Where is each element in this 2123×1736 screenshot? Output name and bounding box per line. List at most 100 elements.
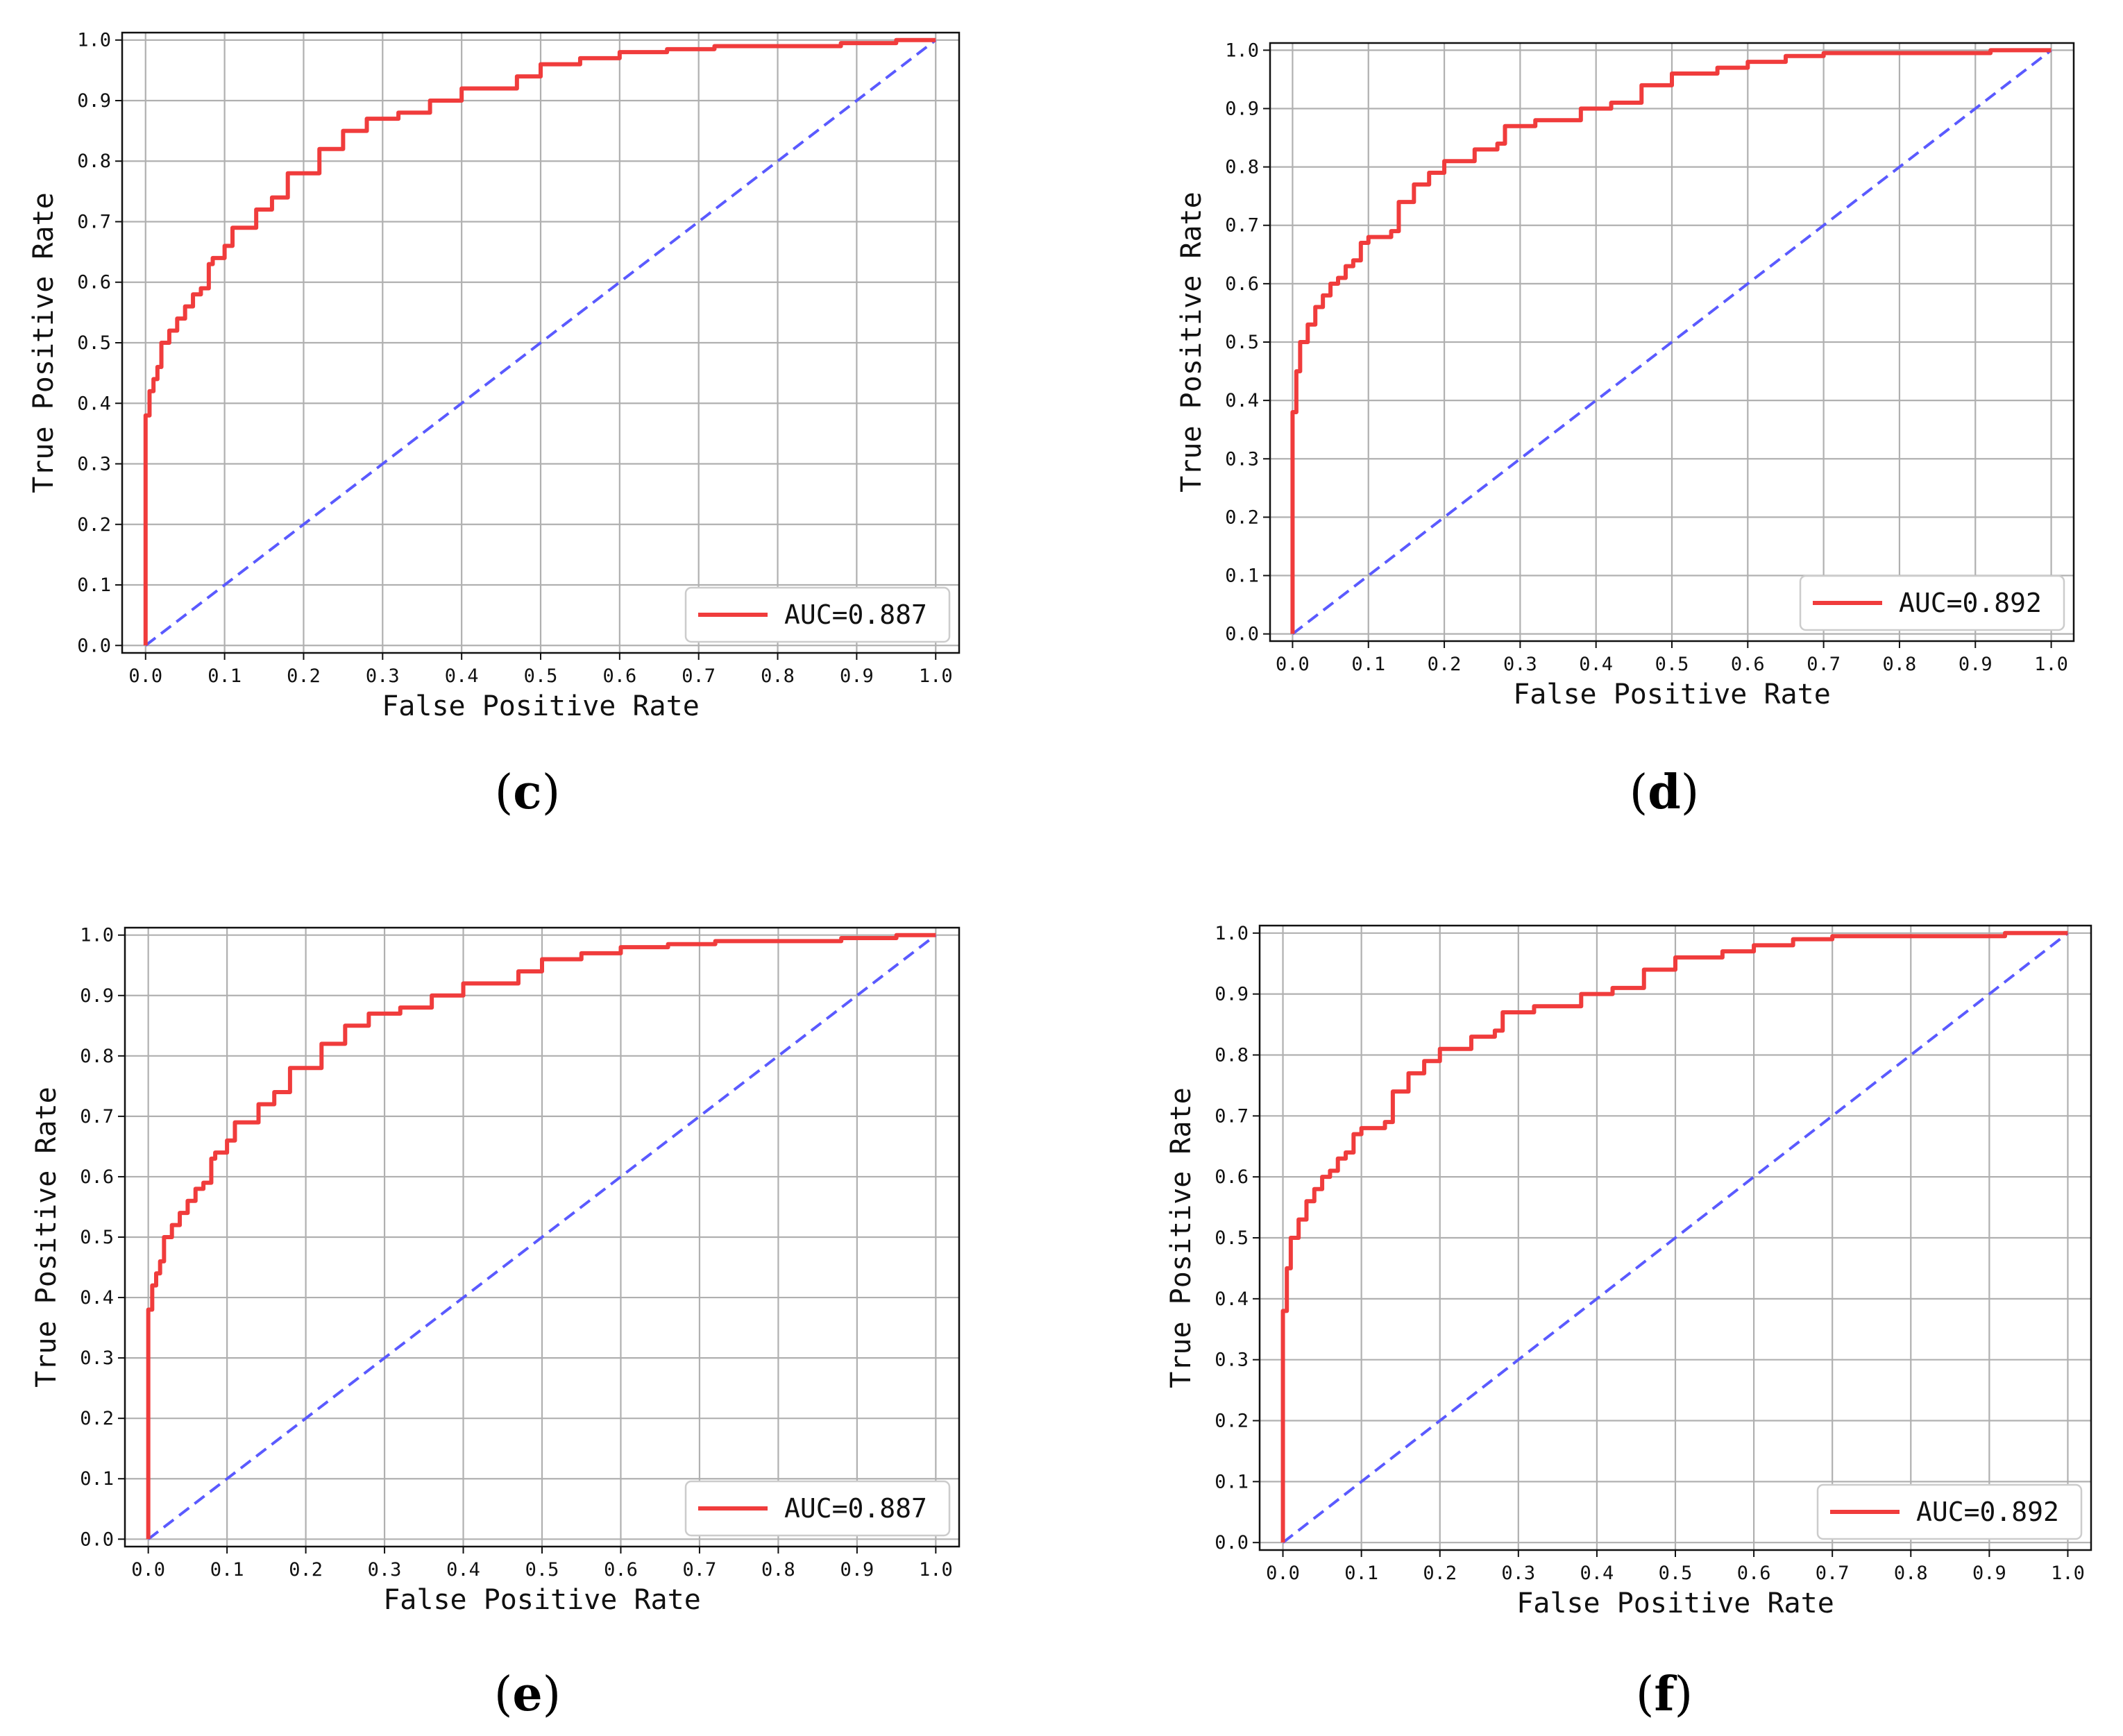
y-tick-label-e: 0.5 [80,1227,114,1248]
y-tick-label-c: 0.6 [77,272,111,293]
legend-box-c [684,586,951,643]
legend-label-e: AUC=0.887 [784,1493,927,1524]
chance-diagonal-d [1292,49,2052,636]
x-axis-label-e: False Positive Rate [383,1584,701,1616]
x-tick-label-c: 0.0 [128,665,162,687]
y-tick-label-f: 0.5 [1215,1227,1249,1249]
y-tick-label-e: 1.0 [80,925,114,946]
y-tick-label-d: 0.0 [1225,624,1259,645]
x-tick-label-e: 0.9 [840,1559,874,1581]
x-tick-label-c: 0.5 [524,665,558,687]
x-tick-label-d: 0.3 [1503,654,1537,675]
y-tick-label-d: 0.2 [1225,507,1259,528]
x-tick-label-d: 0.7 [1807,654,1841,675]
x-ticks-c: 0.0 0.1 0.2 0.3 0.4 0.5 0.6 0.7 0.8 0.9 1.0 [128,653,953,687]
chart-panel-d: 0.0 0.1 0.2 0.3 0.4 0.5 0.6 0.7 0.8 0.9 1.0 0.0 0.1… [1176,40,2075,820]
x-tick-label-c: 1.0 [919,665,953,687]
x-tick-label-c: 0.9 [840,665,874,687]
y-tick-label-f: 0.3 [1215,1350,1249,1371]
y-tick-label-e: 0.2 [80,1408,114,1429]
x-tick-label-d: 0.1 [1351,654,1385,675]
x-tick-label-e: 0.0 [131,1559,165,1581]
legend-box-e [684,1480,951,1537]
y-tick-label-f: 0.9 [1215,984,1249,1005]
diagonal-layer-c [144,39,937,647]
x-tick-label-e: 0.1 [210,1559,244,1581]
y-tick-label-d: 0.3 [1225,448,1259,470]
legend-label-c: AUC=0.887 [784,599,927,630]
x-tick-label-c: 0.3 [366,665,400,687]
legend-label-d: AUC=0.892 [1899,588,2042,618]
y-tick-label-c: 0.8 [77,151,111,172]
x-tick-label-d: 0.4 [1579,654,1613,675]
y-tick-label-d: 0.9 [1225,98,1259,119]
x-tick-label-e: 0.4 [446,1559,480,1581]
y-tick-label-c: 0.4 [77,393,111,414]
y-tick-label-d: 1.0 [1225,40,1259,61]
y-tick-label-c: 0.5 [77,332,111,354]
x-tick-label-e: 1.0 [919,1559,953,1581]
y-tick-label-f: 0.4 [1215,1288,1249,1310]
y-tick-label-f: 0.6 [1215,1166,1249,1188]
y-tick-label-e: 0.9 [80,985,114,1007]
legend-box-f [1816,1483,2083,1540]
x-tick-label-c: 0.2 [287,665,321,687]
y-tick-label-d: 0.6 [1225,273,1259,295]
panel-label-e: (e) [494,1667,561,1722]
y-tick-label-d: 0.8 [1225,157,1259,178]
legend-box-d [1799,575,2065,631]
x-ticks-f: 0.0 0.1 0.2 0.3 0.4 0.5 0.6 0.7 0.8 0.9 1.0 [1266,1550,2085,1584]
y-ticks-d: 0.0 0.1 0.2 0.3 0.4 0.5 0.6 0.7 0.8 0.9 1.0 [1225,40,1270,645]
x-tick-label-e: 0.5 [525,1559,559,1581]
y-axis-label-f: True Positive Rate [1165,1087,1197,1388]
x-tick-label-f: 0.9 [1972,1563,2006,1584]
roc-curve-f [1280,930,2068,1543]
y-tick-label-c: 0.1 [77,575,111,596]
roc-curve-layer-d [1290,48,2052,634]
y-tick-label-e: 0.0 [80,1529,114,1550]
y-tick-label-f: 0.0 [1215,1532,1249,1554]
legend-label-f: AUC=0.892 [1916,1497,2059,1527]
y-tick-label-e: 0.7 [80,1106,114,1127]
y-tick-label-e: 0.1 [80,1468,114,1490]
y-tick-label-c: 0.3 [77,454,111,475]
legend-c: AUC=0.887 [684,586,951,643]
y-tick-label-d: 0.5 [1225,332,1259,353]
y-tick-label-e: 0.6 [80,1166,114,1188]
x-tick-label-f: 0.4 [1580,1563,1614,1584]
y-tick-label-f: 0.8 [1215,1044,1249,1066]
x-tick-label-e: 0.7 [683,1559,717,1581]
roc-curve-e [146,933,936,1540]
x-ticks-d: 0.0 0.1 0.2 0.3 0.4 0.5 0.6 0.7 0.8 0.9 1.0 [1276,641,2068,675]
x-tick-label-f: 0.3 [1501,1563,1535,1584]
x-tick-label-d: 0.2 [1428,654,1462,675]
y-ticks-f: 0.0 0.1 0.2 0.3 0.4 0.5 0.6 0.7 0.8 0.9 1.0 [1215,923,1260,1554]
roc-curve-layer-c [143,37,936,646]
x-axis-label-d: False Positive Rate [1513,679,1831,710]
y-tick-label-c: 0.2 [77,514,111,536]
x-tick-label-e: 0.2 [289,1559,323,1581]
x-tick-label-f: 0.1 [1344,1563,1378,1584]
diagonal-layer-d [1292,49,2052,636]
x-tick-label-c: 0.4 [445,665,479,687]
x-tick-label-c: 0.8 [761,665,795,687]
roc-curve-layer-e [146,933,936,1540]
roc-curve-d [1290,48,2052,634]
x-axis-label-f: False Positive Rate [1516,1588,1834,1619]
panel-label-d: (d) [1630,765,1700,820]
legend-d: AUC=0.892 [1799,575,2065,631]
chance-diagonal-c [144,39,937,647]
x-tick-label-d: 0.8 [1883,654,1917,675]
y-tick-label-e: 0.4 [80,1287,114,1309]
grid-c [122,33,959,653]
x-tick-label-e: 0.6 [604,1559,638,1581]
chart-panel-c: 0.0 0.1 0.2 0.3 0.4 0.5 0.6 0.7 0.8 0.9 1.0 0.0 0.1… [28,30,961,820]
x-tick-label-e: 0.8 [761,1559,795,1581]
y-tick-label-c: 1.0 [77,30,111,51]
chart-panel-f: 0.0 0.1 0.2 0.3 0.4 0.5 0.6 0.7 0.8 0.9 1.0 0.0 0.1… [1165,923,2092,1722]
chart-panel-e: 0.0 0.1 0.2 0.3 0.4 0.5 0.6 0.7 0.8 0.9 1.0 0.0 0.1… [31,925,961,1722]
x-tick-label-d: 0.0 [1276,654,1310,675]
y-axis-label-d: True Positive Rate [1176,192,1208,492]
